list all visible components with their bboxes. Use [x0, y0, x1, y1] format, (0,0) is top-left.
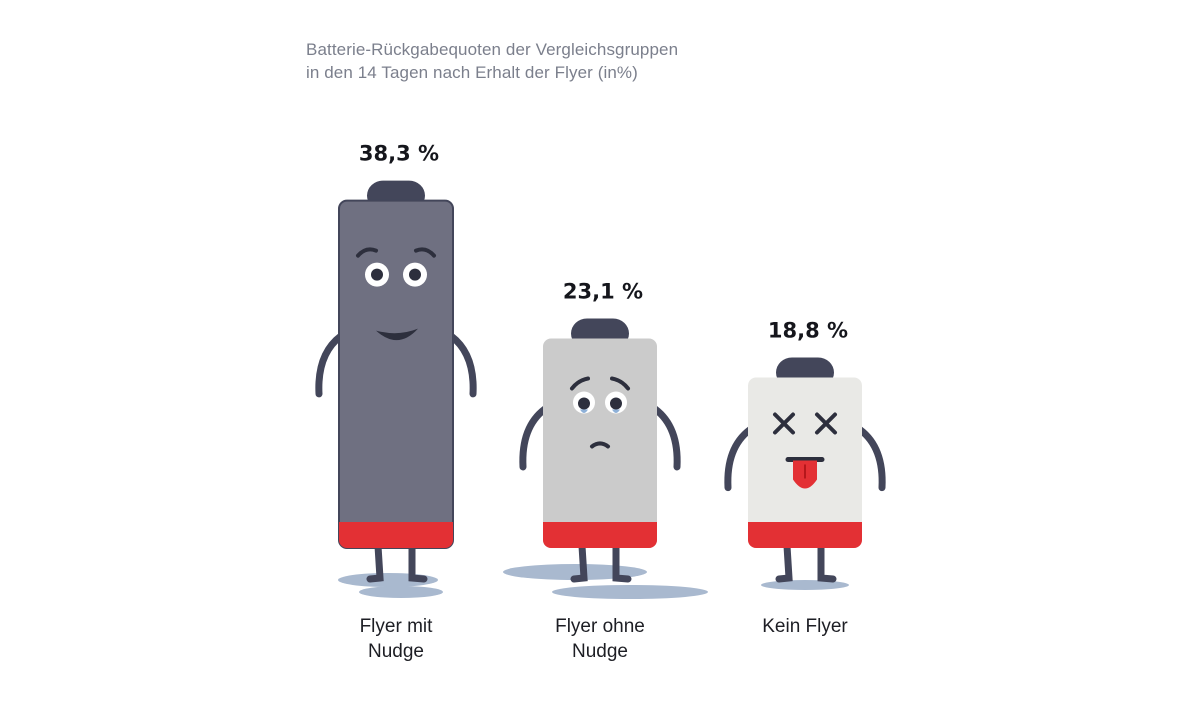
puddle [503, 564, 647, 580]
left-arm [724, 426, 754, 492]
x-eye [773, 412, 795, 435]
charge-level [543, 522, 657, 548]
category-label: Kein Flyer [762, 616, 848, 637]
puddle [552, 585, 708, 599]
category-label: Flyer mit [360, 616, 434, 637]
pupil [409, 268, 421, 281]
left-leg [570, 542, 588, 583]
frown-mouth [590, 441, 610, 449]
chart-subtitle: in den 14 Tagen nach Erhalt der Flyer (i… [306, 63, 638, 82]
right-arm [447, 332, 477, 398]
puddle [359, 586, 443, 598]
smile-mouth [376, 328, 418, 341]
left-arm [315, 332, 345, 398]
eyebrow [414, 247, 436, 258]
category-label: Flyer ohne [555, 616, 645, 637]
eyebrow [570, 376, 590, 391]
right-leg [408, 542, 428, 583]
tear [612, 409, 620, 413]
right-leg [612, 542, 632, 583]
eyebrow [356, 247, 378, 258]
battery-bar: 38,3 % Flyer mit Nudge [315, 142, 477, 662]
right-leg [817, 542, 837, 583]
pupil [610, 397, 622, 410]
left-leg [366, 542, 384, 583]
x-eye [815, 412, 837, 435]
charge-level [748, 522, 862, 548]
tear [580, 409, 588, 413]
right-arm [856, 426, 886, 492]
data-label: 18,8 % [768, 318, 848, 342]
pupil [371, 268, 383, 281]
charge-level [339, 522, 453, 548]
puddle [761, 580, 849, 590]
battery-bar: 18,8 % Kein Flyer [724, 318, 886, 637]
left-leg [775, 542, 793, 583]
battery-bar: 23,1 % Flyer ohne Nudge [503, 279, 708, 662]
eyebrow [610, 376, 630, 391]
category-label: Nudge [572, 641, 628, 662]
bar-body [338, 199, 454, 550]
chart-title: Batterie-Rückgabequoten der Vergleichsgr… [306, 40, 679, 59]
left-arm [519, 405, 549, 471]
category-label: Nudge [368, 641, 424, 662]
data-label: 23,1 % [563, 279, 643, 303]
right-arm [651, 405, 681, 471]
chart-title-block: Batterie-Rückgabequoten der Vergleichsgr… [306, 38, 678, 84]
data-label: 38,3 % [359, 142, 439, 166]
pupil [578, 397, 590, 410]
